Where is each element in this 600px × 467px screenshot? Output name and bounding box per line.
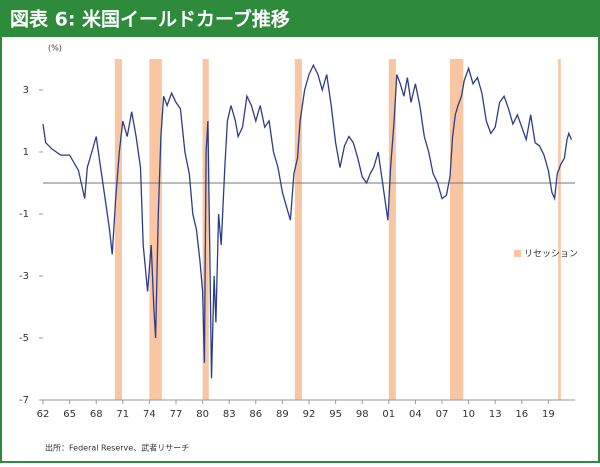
y-tick-label: -5 [19, 333, 29, 344]
recession-band [388, 59, 396, 400]
x-tick-label: 89 [276, 409, 289, 420]
source: 出所：Federal Reserve、武者リサーチ [45, 443, 189, 453]
recession-band [149, 59, 162, 400]
recession-band [114, 59, 122, 400]
legend-swatch [514, 250, 521, 257]
x-tick-label: 74 [143, 409, 156, 420]
x-tick-label: 68 [90, 409, 103, 420]
x-tick-label: 86 [249, 409, 262, 420]
y-tick-label: 1 [23, 147, 29, 158]
x-tick-label: 10 [462, 409, 475, 420]
x-tick-label: 13 [489, 409, 502, 420]
x-tick-label: 83 [223, 409, 236, 420]
x-tick-label: 16 [515, 409, 528, 420]
x-tick-label: 07 [436, 409, 449, 420]
y-tick-label: -7 [19, 395, 29, 406]
x-tick-label: 65 [63, 409, 76, 420]
recession-band [294, 59, 302, 400]
chart-title: 図表 6: 米国イールドカーブ推移 [10, 8, 290, 31]
x-tick-label: 04 [409, 409, 422, 420]
x-tick-label: 71 [116, 409, 129, 420]
x-tick-label: 19 [542, 409, 555, 420]
legend-label: リセッション [524, 249, 578, 260]
x-tick-label: 80 [196, 409, 209, 420]
y-tick-label: -3 [19, 271, 29, 282]
x-tick-label: 62 [37, 409, 50, 420]
y-axis-label: (%) [48, 44, 62, 53]
y-tick-label: 3 [23, 85, 29, 96]
x-tick-label: 92 [303, 409, 316, 420]
x-tick-label: 01 [382, 409, 395, 420]
header [1, 1, 599, 37]
line [42, 63, 573, 379]
x-tick-label: 95 [329, 409, 342, 420]
y-tick-label: -1 [19, 209, 29, 220]
recession-band [449, 59, 464, 400]
x-tick-label: 77 [170, 409, 183, 420]
x-tick-label: 98 [356, 409, 369, 420]
recession-band [558, 59, 561, 400]
